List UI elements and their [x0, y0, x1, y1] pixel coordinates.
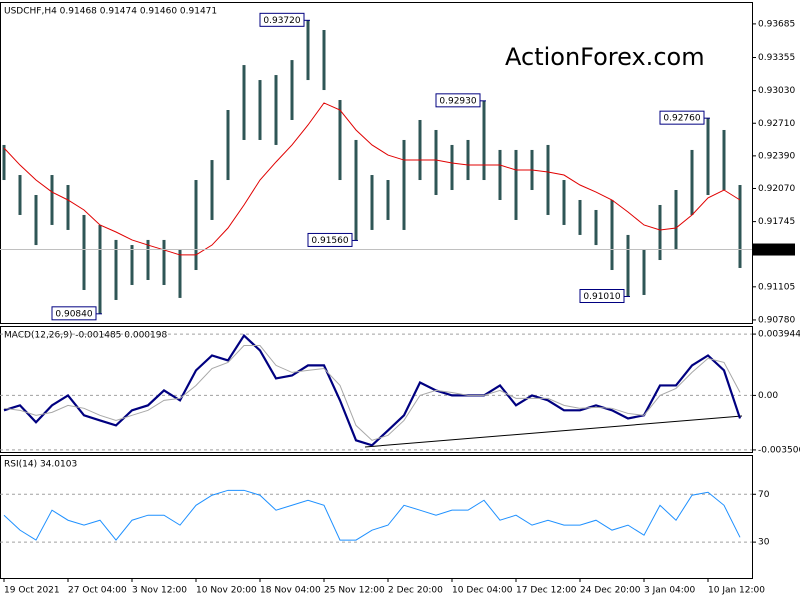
trend-line: [364, 415, 743, 448]
last-price-box: [753, 243, 795, 256]
rsi-header: RSI(14) 34.0103: [4, 460, 77, 470]
annotation-label: 0.93720: [263, 16, 300, 26]
price-bar: [626, 234, 630, 297]
y-tick-label: 0.92070: [758, 184, 795, 194]
price-bar: [18, 175, 22, 215]
x-tick-label: 10 Dec 04:00: [452, 586, 513, 596]
annotation-box: [307, 232, 353, 247]
price-bar: [610, 199, 614, 271]
annotation-box: [659, 110, 705, 125]
price-bar: [34, 195, 38, 246]
annotation-box: [579, 289, 625, 304]
price-bar: [690, 149, 694, 215]
x-tick-label: 2 Dec 20:00: [388, 586, 443, 596]
price-bar: [258, 80, 262, 140]
price-bar: [322, 30, 326, 91]
price-bar: [50, 175, 54, 225]
series-line: [3, 102, 741, 256]
y-tick-label: 0.00: [758, 391, 778, 401]
price-bar: [66, 185, 70, 230]
price-bar: [2, 144, 6, 181]
annotation-box: [259, 12, 305, 27]
series-line: [3, 345, 741, 441]
x-tick-label: 3 Nov 12:00: [132, 586, 187, 596]
watermark: ActionForex.com: [505, 43, 705, 71]
x-tick-label: 25 Nov 12:00: [324, 586, 385, 596]
x-tick-label: 18 Nov 04:00: [260, 586, 321, 596]
price-bar: [226, 110, 230, 181]
price-bar: [418, 119, 422, 181]
price-bar: [450, 144, 454, 191]
annotation-label: 0.91560: [311, 236, 348, 246]
annotation-label: 0.90840: [55, 309, 92, 319]
price-bar: [578, 199, 582, 235]
price-bar: [306, 20, 310, 81]
x-tick-label: 10 Nov 20:00: [196, 586, 257, 596]
y-tick-label: 0.90780: [758, 315, 795, 325]
price-bar: [514, 149, 518, 220]
macd-panel: [0, 326, 753, 453]
price-bar: [738, 185, 742, 268]
price-bar: [402, 139, 406, 230]
price-bar: [354, 139, 358, 241]
y-tick-label: 0.003944: [758, 330, 800, 340]
price-header: USDCHF,H4 0.91468 0.91474 0.91460 0.9147…: [4, 7, 217, 17]
x-tick-label: 10 Jan 12:00: [708, 586, 765, 596]
annotation-box: [435, 93, 481, 108]
price-bar: [146, 239, 150, 280]
price-bar: [658, 204, 662, 261]
price-bar: [370, 175, 374, 230]
y-tick-label: 0.93030: [758, 86, 795, 96]
price-bar: [482, 100, 486, 181]
y-tick-label: 0.91745: [758, 217, 795, 227]
series-line: [3, 489, 741, 541]
x-tick-label: 27 Oct 04:00: [68, 586, 127, 596]
y-tick-label: 70: [758, 490, 770, 500]
last-price-label: 0.91471: [757, 245, 794, 255]
price-bar: [242, 65, 246, 140]
price-bar: [498, 149, 502, 200]
annotation-label: 0.92760: [663, 114, 700, 124]
y-tick-label: 30: [758, 538, 770, 548]
price-bar: [194, 180, 198, 271]
rsi-panel: [0, 455, 753, 579]
price-bar: [674, 190, 678, 250]
y-tick-label: 0.92710: [758, 119, 795, 129]
x-tick-label: 24 Dec 20:00: [580, 586, 641, 596]
price-bar: [562, 180, 566, 225]
price-bar: [82, 214, 86, 290]
price-bar: [338, 100, 342, 181]
annotation-box: [51, 306, 97, 321]
price-bar: [722, 129, 726, 191]
price-bar: [546, 144, 550, 215]
macd-header: MACD(12,26,9) -0.001485 0.000198: [4, 331, 167, 341]
price-bar: [210, 160, 214, 220]
price-bar: [98, 224, 102, 314]
y-tick-label: 0.93355: [758, 53, 795, 63]
y-tick-label: 0.93685: [758, 19, 795, 29]
price-bar: [178, 249, 182, 298]
y-tick-label: -0.003506: [758, 445, 800, 455]
price-bar: [706, 118, 710, 195]
x-tick-label: 17 Dec 12:00: [516, 586, 577, 596]
series-line: [3, 333, 742, 447]
price-bar: [642, 249, 646, 295]
x-tick-label: 3 Jan 04:00: [644, 586, 696, 596]
price-bar: [274, 75, 278, 145]
price-bar: [114, 239, 118, 300]
price-bar: [290, 60, 294, 120]
price-bar: [386, 180, 390, 220]
annotation-label: 0.91010: [583, 292, 620, 302]
price-bar: [130, 245, 134, 285]
price-bar: [466, 139, 470, 181]
y-tick-label: 0.91105: [758, 282, 795, 292]
price-bar: [594, 209, 598, 246]
x-tick-label: 19 Oct 2021: [4, 586, 60, 596]
price-bar: [162, 239, 166, 285]
y-tick-label: 0.92390: [758, 151, 795, 161]
price-bar: [434, 129, 438, 195]
annotation-label: 0.92930: [439, 96, 476, 106]
